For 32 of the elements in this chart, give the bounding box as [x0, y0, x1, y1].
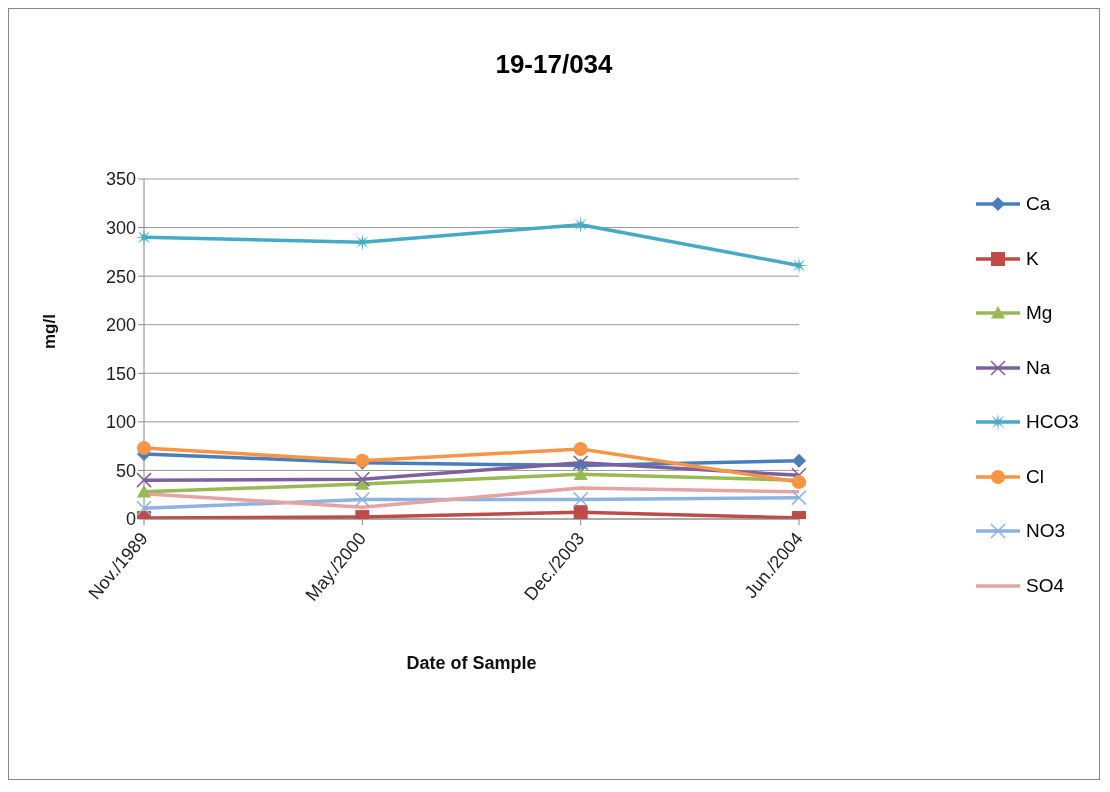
point [792, 453, 806, 468]
y-axis-title: mg/l [40, 314, 60, 349]
legend-label: HCO3 [1026, 411, 1079, 434]
point [573, 505, 588, 519]
legend-label: Na [1026, 356, 1051, 379]
point [136, 472, 152, 488]
point [572, 491, 589, 508]
y-tick-label: 150 [105, 363, 136, 384]
y-tick-label: 0 [125, 509, 136, 530]
y-tick-label: 200 [105, 315, 136, 336]
chart-title: 19-17/034 [494, 49, 614, 80]
point [572, 454, 589, 471]
point [137, 484, 151, 498]
point [573, 442, 588, 457]
point [136, 500, 152, 517]
legend-label: K [1026, 247, 1039, 270]
y-tick-label: 50 [115, 460, 136, 481]
y-tick-label: 250 [105, 266, 136, 287]
x-axis-title: Date of Sample [406, 653, 537, 673]
point [354, 471, 371, 487]
point [791, 489, 807, 506]
y-tick-label: 300 [105, 217, 136, 238]
point [354, 491, 371, 508]
legend-label: Mg [1026, 302, 1053, 325]
legend-label: NO3 [1026, 520, 1066, 543]
point [573, 467, 588, 480]
legend-label: Ca [1026, 193, 1051, 216]
point [137, 441, 151, 456]
legend-label: SO4 [1026, 574, 1065, 597]
legend-label: Cl [1026, 465, 1044, 488]
y-tick-label: 100 [105, 412, 136, 433]
y-tick-label: 350 [105, 169, 136, 190]
